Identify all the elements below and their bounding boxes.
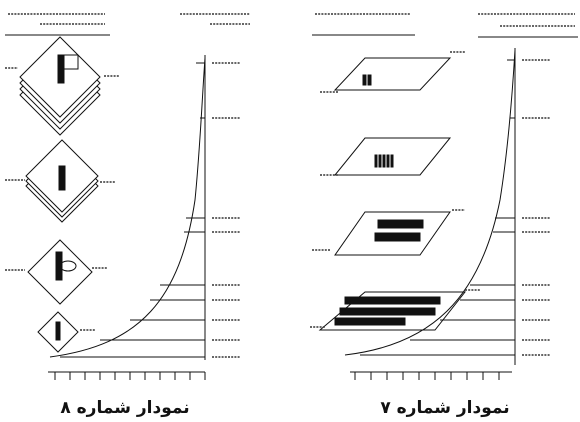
base-ticks	[355, 372, 499, 380]
level-labels	[522, 60, 550, 355]
level-labels	[212, 63, 240, 357]
caption: نمودار شماره ۸	[60, 398, 189, 418]
planes	[320, 58, 465, 330]
page: نمودار شماره ۸	[0, 0, 580, 422]
plane-labels	[310, 52, 480, 327]
base-ticks	[55, 372, 205, 380]
caption: نمودار شماره ۷	[380, 398, 509, 418]
figure-7: نمودار شماره ۷	[310, 14, 578, 418]
figure-8: نمودار شماره ۸	[5, 14, 250, 418]
stacked-diamonds	[20, 37, 100, 352]
